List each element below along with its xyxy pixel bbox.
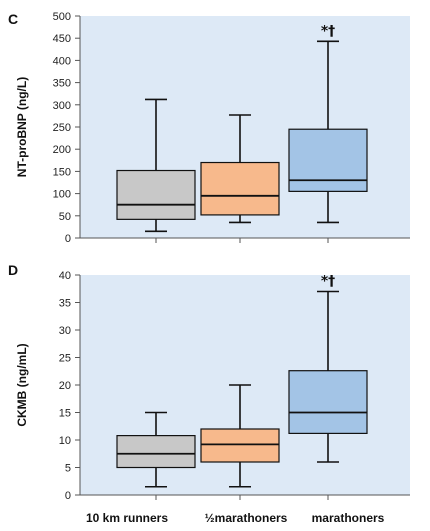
- y-axis-label: CKMB (ng/mL): [15, 343, 29, 426]
- box-2: [288, 290, 368, 463]
- x-category-label: marathoners: [312, 511, 385, 525]
- iqr-box: [116, 435, 196, 469]
- y-tick-label: 500: [53, 11, 71, 23]
- y-tick-label: 30: [59, 325, 71, 337]
- iqr-box: [200, 161, 280, 216]
- y-tick-label: 450: [53, 33, 71, 45]
- iqr-box: [200, 428, 280, 463]
- x-category-label: ½marathoners: [205, 511, 288, 525]
- iqr-box: [116, 169, 196, 220]
- panel-label: C: [8, 11, 18, 27]
- y-tick-label: 100: [53, 189, 71, 201]
- y-tick-label: 250: [53, 122, 71, 134]
- panel-label: D: [8, 262, 18, 278]
- y-axis-label: NT-proBNP (ng/L): [15, 77, 29, 177]
- chart-panel-d: 0 5 10 15 20 25 30 35 40 CKMB (ng/mL) D *†: [8, 262, 410, 502]
- box-0: [116, 98, 196, 233]
- y-tick-label: 300: [53, 100, 71, 112]
- y-tick-label: 0: [65, 233, 71, 245]
- x-category-label: 10 km runners: [86, 511, 168, 525]
- box-1: [200, 384, 280, 488]
- iqr-box: [288, 128, 368, 192]
- y-tick-label: 35: [59, 298, 71, 310]
- y-tick-label: 50: [59, 211, 71, 223]
- y-tick-label: 0: [65, 490, 71, 502]
- significance-marker: *†: [321, 23, 335, 39]
- y-tick-label: 200: [53, 144, 71, 156]
- y-tick-label: 10: [59, 435, 71, 447]
- y-tick-label: 20: [59, 380, 71, 392]
- chart-panel-c: 0 50 100 150 200 250 300 350 400 450 500 NT-proBNP …: [8, 11, 410, 245]
- y-tick-label: 150: [53, 166, 71, 178]
- y-tick-label: 350: [53, 78, 71, 90]
- y-tick-label: 15: [59, 408, 71, 420]
- y-tick-label: 400: [53, 55, 71, 67]
- box-1: [200, 114, 280, 224]
- y-tick-label: 25: [59, 353, 71, 365]
- box-0: [116, 411, 196, 488]
- significance-marker: *†: [321, 274, 335, 290]
- box-2: [288, 40, 368, 224]
- y-tick-label: 40: [59, 270, 71, 282]
- iqr-box: [288, 370, 368, 435]
- y-tick-label: 5: [65, 463, 71, 475]
